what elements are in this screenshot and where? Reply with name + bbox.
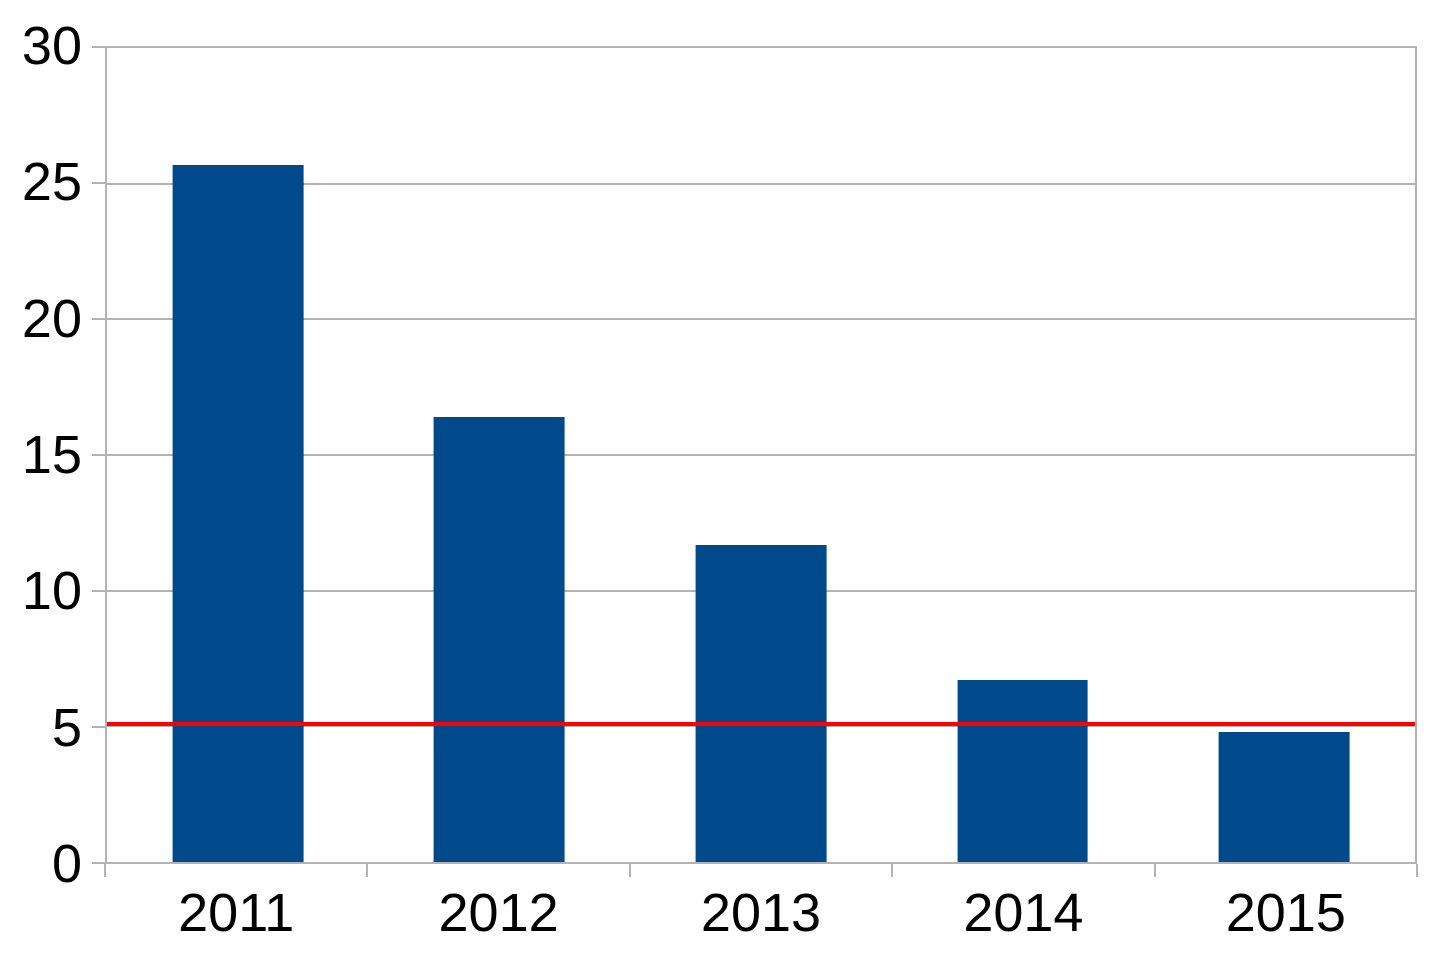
y-axis-tick-label: 10: [21, 561, 82, 622]
x-axis-category-label: 2013: [700, 883, 822, 943]
x-axis-tick: [628, 864, 631, 877]
y-axis-tick: [92, 181, 105, 184]
y-axis-tick: [92, 726, 105, 728]
x-axis-category-label: 2011: [178, 883, 295, 943]
gridline-y-20: [107, 318, 1415, 321]
x-axis-labels: 2011 2012 2013 2014 2015: [105, 883, 1417, 954]
bar-2015: [1218, 731, 1350, 862]
y-axis-tick: [92, 46, 105, 48]
gridline-y-25: [107, 182, 1415, 185]
y-axis-tick-label: 15: [21, 425, 82, 485]
y-axis-tick-label: 0: [51, 834, 82, 894]
y-axis-tick: [92, 454, 105, 456]
x-axis-tick: [366, 864, 369, 877]
bar-2012: [433, 417, 565, 862]
x-axis-tick: [1416, 864, 1418, 877]
bar-2014: [957, 680, 1088, 862]
bar-2013: [695, 544, 827, 862]
bar-2011: [172, 164, 304, 862]
x-axis-category-label: 2012: [438, 883, 559, 943]
x-axis-category-label: 2015: [1225, 883, 1346, 943]
y-axis-tick-label: 30: [21, 16, 82, 76]
x-axis-tick: [891, 864, 894, 877]
x-axis-category-label: 2014: [963, 883, 1084, 943]
y-axis-tick: [92, 589, 105, 592]
x-axis-tick: [1153, 864, 1156, 877]
y-axis-tick: [92, 862, 105, 864]
y-axis-tick-label: 20: [21, 288, 82, 349]
y-axis-tick-label: 5: [51, 697, 82, 758]
y-axis-tick-label: 25: [21, 152, 82, 213]
gridline-y-15: [107, 454, 1415, 456]
plot-area: [105, 46, 1417, 864]
x-axis-tick: [104, 864, 106, 877]
x-axis-tick-marks: [104, 864, 1418, 877]
y-axis-tick: [92, 317, 105, 320]
y-axis-tick-marks: [92, 46, 105, 864]
y-axis-labels: 0 5 10 15 20 25 30: [0, 19, 82, 891]
reference-line: [107, 721, 1415, 726]
